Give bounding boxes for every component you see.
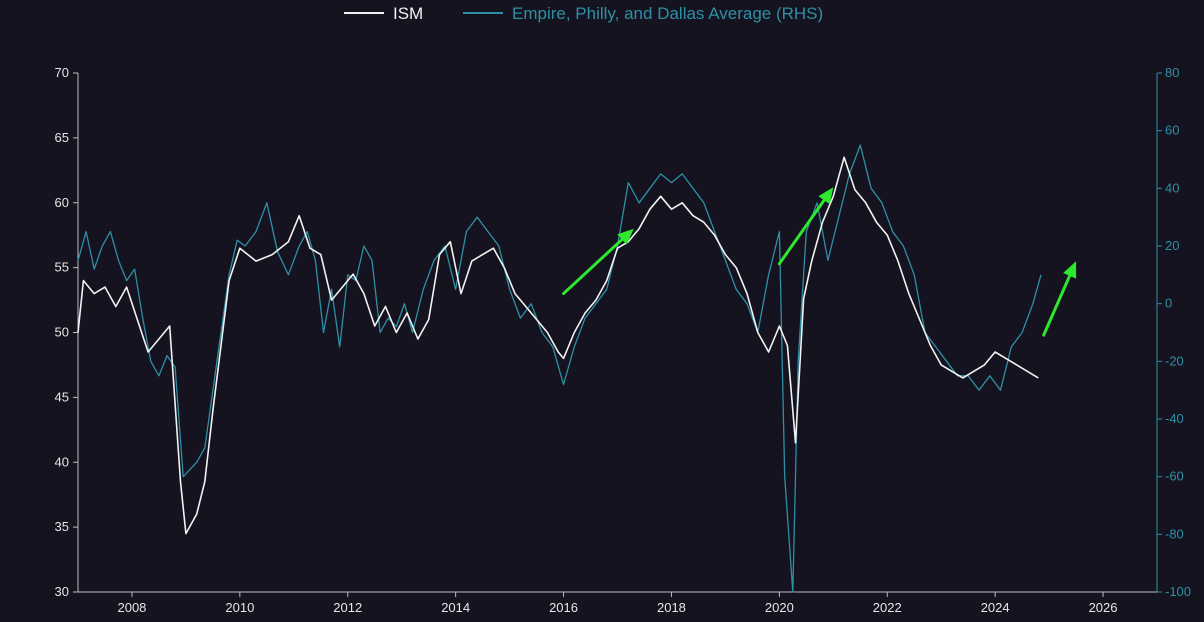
arrow-shaft (777, 198, 826, 266)
regional-fed-average-series-line (77, 144, 1042, 593)
x-tick-label: 2012 (333, 600, 362, 615)
y2-tick-label: 0 (1165, 296, 1172, 311)
y-tick-label: 35 (55, 519, 69, 534)
y-tick-label: 70 (55, 65, 69, 80)
x-tick-label: 2010 (225, 600, 254, 615)
x-tick-label: 2024 (981, 600, 1010, 615)
arrow-head (818, 187, 834, 205)
y2-tick-label: 60 (1165, 123, 1179, 138)
arrow-head (617, 228, 634, 245)
legend-label-ism: ISM (393, 4, 423, 23)
x-tick-label: 2020 (765, 600, 794, 615)
x-tick-label: 2008 (117, 600, 146, 615)
y-tick-label: 45 (55, 389, 69, 404)
y2-tick-label: 40 (1165, 180, 1179, 195)
x-tick-label: 2022 (873, 600, 902, 615)
y-tick-label: 30 (55, 584, 69, 599)
y2-tick-label: 80 (1165, 65, 1179, 80)
y-tick-label: 60 (55, 195, 69, 210)
legend-label-regional-fed-average: Empire, Philly, and Dallas Average (RHS) (512, 4, 823, 23)
upward-trend-arrow (1042, 261, 1077, 337)
y-tick-label: 50 (55, 325, 69, 340)
ism-series-line (77, 156, 1039, 535)
x-tick-label: 2018 (657, 600, 686, 615)
x-tick-label: 2016 (549, 600, 578, 615)
annotation-layer (562, 187, 1077, 337)
y2-tick-label: -60 (1165, 469, 1184, 484)
x-tick-label: 2014 (441, 600, 470, 615)
y2-tick-label: -100 (1165, 584, 1191, 599)
y-tick-label: 40 (55, 454, 69, 469)
legend: ISM Empire, Philly, and Dallas Average (R… (344, 4, 823, 23)
y-tick-label: 65 (55, 130, 69, 145)
x-tick-label: 2026 (1089, 600, 1118, 615)
upward-trend-arrow (777, 187, 834, 266)
axes: 70 65 60 55 50 45 40 35 30 80 60 40 20 0 -20 -40 -60 -80 -… (55, 65, 1192, 615)
arrow-head (1063, 261, 1077, 279)
upward-trend-arrow (562, 228, 634, 296)
arrow-shaft (1042, 274, 1072, 337)
y-tick-label: 55 (55, 260, 69, 275)
y2-tick-label: -80 (1165, 526, 1184, 541)
series-layer (77, 144, 1042, 593)
y2-tick-label: 20 (1165, 238, 1179, 253)
y2-tick-label: -20 (1165, 353, 1184, 368)
arrow-shaft (562, 238, 624, 296)
y2-tick-label: -40 (1165, 411, 1184, 426)
